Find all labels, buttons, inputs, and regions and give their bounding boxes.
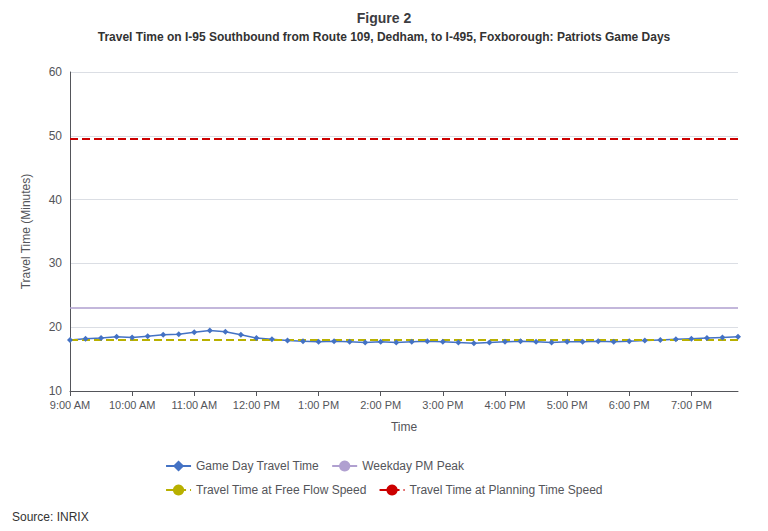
svg-text:60: 60 — [49, 65, 63, 79]
svg-text:Time: Time — [391, 420, 418, 434]
svg-text:1:00 PM: 1:00 PM — [298, 399, 339, 411]
svg-text:Travel Time on I-95 Southbound: Travel Time on I-95 Southbound from Rout… — [98, 30, 671, 44]
svg-text:6:00 PM: 6:00 PM — [609, 399, 650, 411]
svg-text:50: 50 — [49, 129, 63, 143]
svg-text:20: 20 — [49, 320, 63, 334]
svg-text:Game Day Travel Time: Game Day Travel Time — [196, 459, 319, 473]
svg-text:12:00 PM: 12:00 PM — [233, 399, 280, 411]
svg-text:4:00 PM: 4:00 PM — [484, 399, 525, 411]
svg-text:11:00 AM: 11:00 AM — [171, 399, 217, 411]
svg-text:Travel Time (Minutes): Travel Time (Minutes) — [19, 174, 33, 290]
svg-text:Figure 2: Figure 2 — [357, 10, 412, 26]
svg-text:2:00 PM: 2:00 PM — [360, 399, 401, 411]
svg-text:5:00 PM: 5:00 PM — [547, 399, 588, 411]
svg-text:10: 10 — [49, 384, 63, 398]
svg-text:9:00 AM: 9:00 AM — [50, 399, 90, 411]
svg-text:Weekday PM Peak: Weekday PM Peak — [362, 459, 465, 473]
svg-text:10:00 AM: 10:00 AM — [109, 399, 155, 411]
svg-text:Travel Time at Free Flow Speed: Travel Time at Free Flow Speed — [196, 483, 366, 497]
svg-text:7:00 PM: 7:00 PM — [671, 399, 712, 411]
svg-text:Travel Time at Planning Time S: Travel Time at Planning Time Speed — [410, 483, 603, 497]
svg-text:3:00 PM: 3:00 PM — [422, 399, 463, 411]
svg-text:40: 40 — [49, 193, 63, 207]
svg-text:Source: INRIX: Source: INRIX — [12, 510, 89, 524]
svg-text:30: 30 — [49, 256, 63, 270]
